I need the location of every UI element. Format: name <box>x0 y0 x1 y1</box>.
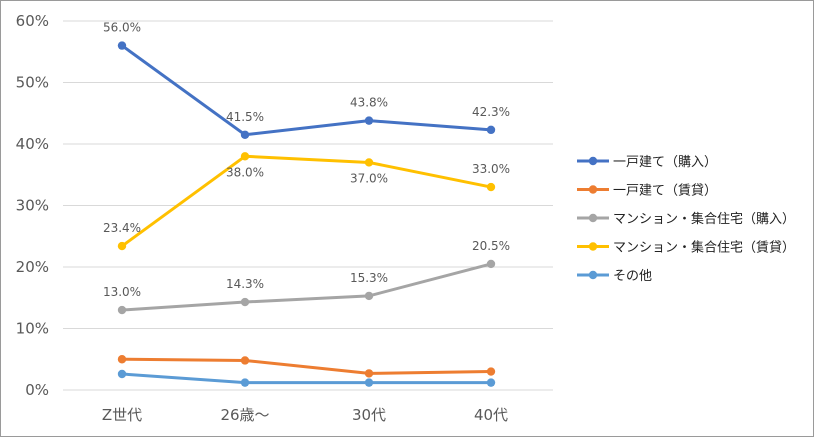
data-point <box>486 378 496 387</box>
data-point <box>364 378 374 387</box>
data-label: 43.8% <box>350 96 388 110</box>
data-point <box>240 297 250 307</box>
data-point <box>240 130 250 139</box>
data-label: 14.3% <box>226 277 264 291</box>
data-label: 37.0% <box>350 171 388 185</box>
legend-marker <box>588 156 598 166</box>
y-axis: 0% 10% 20% 30% 40% 50% 60% <box>16 12 49 399</box>
y-tick-label: 40% <box>16 135 49 153</box>
data-labels: 56.0% 41.5% 43.8% 42.3% 13.0% 14.3% 15.3% 20.5%… <box>103 21 510 299</box>
legend-marker <box>588 242 598 251</box>
data-label: 13.0% <box>103 285 141 299</box>
data-point <box>240 378 250 387</box>
x-tick-label: 40代 <box>474 406 508 424</box>
legend-label: その他 <box>613 269 652 284</box>
y-tick-label: 20% <box>16 258 49 276</box>
y-tick-label: 30% <box>16 197 49 215</box>
legend: 一戸建て（購入） 一戸建て（賃貸） マンション・集合住宅（購入） マンション・集合住宅… <box>577 155 795 284</box>
data-point <box>117 41 127 50</box>
data-label: 20.5% <box>472 239 510 253</box>
legend-label: 一戸建て（購入） <box>613 155 717 170</box>
data-label: 23.4% <box>103 221 141 235</box>
legend-label: マンション・集合住宅（賃貸） <box>613 240 795 256</box>
legend-label: マンション・集合住宅（購入） <box>613 211 795 227</box>
data-label: 38.0% <box>226 165 264 179</box>
data-point <box>364 369 374 378</box>
series-group <box>117 41 496 387</box>
data-point <box>117 355 127 364</box>
data-point <box>364 116 374 125</box>
data-point <box>364 291 374 301</box>
gridlines <box>63 20 553 391</box>
series-line <box>120 44 493 137</box>
data-label: 15.3% <box>350 271 388 285</box>
data-point <box>364 158 374 167</box>
series-line <box>120 372 493 385</box>
data-point <box>486 182 496 192</box>
y-tick-label: 10% <box>16 320 49 338</box>
y-tick-label: 60% <box>16 12 49 30</box>
x-tick-label: 26歳～ <box>220 406 269 424</box>
data-point <box>117 241 127 251</box>
data-point <box>240 356 250 365</box>
series-line <box>120 357 493 375</box>
x-axis: Z世代 26歳～ 30代 40代 <box>102 406 508 424</box>
x-tick-label: Z世代 <box>102 406 142 424</box>
data-label: 56.0% <box>103 21 141 35</box>
data-label: 42.3% <box>472 105 510 119</box>
data-label: 33.0% <box>472 162 510 176</box>
series-line <box>120 154 493 248</box>
data-point <box>486 125 496 135</box>
data-label: 41.5% <box>226 110 264 124</box>
y-tick-label: 50% <box>16 74 49 92</box>
data-point <box>240 152 250 161</box>
legend-marker <box>588 185 598 194</box>
data-point <box>486 259 496 269</box>
x-tick-label: 30代 <box>352 406 386 424</box>
legend-marker <box>588 270 598 280</box>
data-point <box>486 367 496 376</box>
legend-label: 一戸建て（賃貸） <box>613 183 717 199</box>
data-point <box>117 305 127 315</box>
data-point <box>117 369 127 379</box>
y-tick-label: 0% <box>25 381 49 399</box>
legend-marker <box>588 213 598 223</box>
series-line <box>120 262 493 312</box>
